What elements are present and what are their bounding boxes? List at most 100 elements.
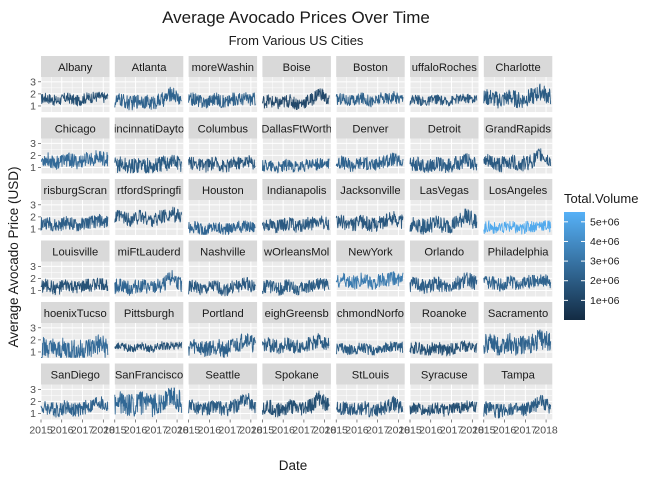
series-line [335, 152, 404, 173]
facet-strip [262, 56, 331, 77]
facet-strip-label: Charlotte [495, 62, 540, 74]
facet-strip [483, 240, 553, 262]
facet-strip [410, 240, 479, 262]
facet-strip-label: GrandRapids [485, 124, 551, 136]
facet-philadelphia: Philadelphia [483, 240, 553, 297]
facet-strip-label: Seattle [205, 370, 240, 382]
facet-portland: Portland [188, 302, 258, 358]
y-tick-label: 3 [30, 199, 36, 211]
x-tick-label: 2018 [387, 425, 411, 437]
facet-strip-label: Pittsburgh [124, 308, 174, 320]
facet-neworleansmobile: wOrleansMol [261, 240, 331, 297]
y-tick-label: 2 [30, 396, 36, 408]
facet-strip-label: moreWashin [192, 62, 254, 74]
facet-strip [41, 363, 110, 385]
series-line [409, 153, 478, 174]
facet-strip [410, 302, 479, 323]
series-line [188, 277, 256, 297]
x-tick-label: 2016 [419, 425, 443, 437]
facet-hartfordspringfield: rtfordSpringfi [114, 179, 184, 235]
facet-strip-label: Tampa [501, 370, 535, 382]
facet-strip [410, 363, 479, 385]
facet-strip [336, 302, 405, 323]
facet-strip [41, 302, 110, 323]
facet-indianapolis: Indianapolis [261, 179, 331, 235]
facet-strip [114, 363, 184, 385]
facet-strip-label: Orlando [424, 247, 464, 259]
series-line [261, 215, 330, 234]
facet-strip-label: Sacramento [488, 308, 548, 320]
facet-strip-label: Atlanta [132, 62, 168, 74]
x-tick-label: 2016 [198, 425, 222, 437]
facet-albany: Albany 123 [30, 56, 110, 112]
x-tick-label: 2016 [124, 425, 148, 437]
facet-strip-label: SanDiego [51, 370, 100, 382]
facet-raleighgreensboro: eighGreensb [261, 302, 331, 358]
x-tick-label: 2017 [145, 425, 169, 437]
y-tick-label: 2 [30, 211, 36, 223]
facet-strip [410, 117, 479, 139]
facet-strip-label: Indianapolis [267, 185, 327, 197]
legend-label: 1e+06 [590, 295, 620, 307]
legend-title: Total.Volume [564, 191, 638, 206]
facet-strip-label: incinnatiDayto [114, 124, 184, 136]
facet-strip [483, 363, 553, 385]
legend: Total.Volume 1e+06 2e+06 3e+06 4e+06 5e+06 [564, 191, 638, 320]
facet-strip-label: risburgScran [44, 185, 107, 197]
series-line [261, 390, 330, 418]
x-tick-label: 2018 [313, 425, 337, 437]
x-tick-label: 2015 [251, 425, 275, 437]
y-tick-label: 1 [30, 285, 36, 297]
y-tick-label: 2 [30, 273, 36, 285]
facet-baltimorewashington: moreWashin [188, 56, 258, 112]
series-line [40, 91, 109, 107]
facet-strip-label: Roanoke [422, 308, 467, 320]
series-line [409, 272, 478, 294]
facet-strip [483, 117, 553, 139]
facet-strip-label: Nashville [200, 247, 245, 259]
facet-strip-label: DallasFtWorth [261, 124, 332, 136]
x-tick-label: 2016 [50, 425, 74, 437]
y-tick-label: 2 [30, 334, 36, 346]
facet-nashville: Nashville [188, 240, 258, 297]
facet-atlanta: Atlanta [114, 56, 184, 112]
y-tick-label: 3 [30, 322, 36, 334]
facet-denver: Denver [335, 117, 405, 174]
y-tick-label: 2 [30, 88, 36, 100]
facet-phoenixtucson: hoenixTucso 123 [30, 302, 110, 358]
series-line [335, 91, 404, 108]
series-line [40, 334, 109, 358]
x-tick-label: 2015 [103, 425, 127, 437]
x-tick-label: 2018 [239, 425, 263, 437]
facet-strip-label: miFtLauderd [118, 247, 181, 259]
facet-strip [41, 56, 110, 77]
facet-strip-label: Houston [202, 185, 244, 197]
facet-strip [114, 179, 184, 200]
facet-strip [114, 240, 184, 262]
facet-strip [262, 179, 331, 200]
facet-strip [262, 117, 331, 139]
facet-strip [336, 240, 405, 262]
facet-strip-label: Philadelphia [488, 247, 550, 259]
facet-boston: Boston [335, 56, 405, 112]
facet-jacksonville: Jacksonville [335, 179, 405, 235]
facet-strip [188, 240, 258, 262]
x-tick-label: 2017 [440, 425, 464, 437]
series-line [261, 333, 330, 355]
facet-strip [41, 240, 110, 262]
x-tick-label: 2016 [271, 425, 295, 437]
y-tick-label: 3 [30, 261, 36, 273]
facet-strip [336, 56, 405, 77]
facet-pittsburgh: Pittsburgh [114, 302, 184, 358]
facet-strip-label: Spokane [275, 370, 319, 382]
chart-subtitle: From Various US Cities [229, 33, 364, 48]
legend-label: 2e+06 [590, 275, 620, 287]
x-tick-label: 2018 [92, 425, 116, 437]
x-tick-label: 2017 [366, 425, 390, 437]
facet-strip-label: StLouis [352, 370, 390, 382]
facet-strip-label: chmondNorfo [337, 308, 404, 320]
